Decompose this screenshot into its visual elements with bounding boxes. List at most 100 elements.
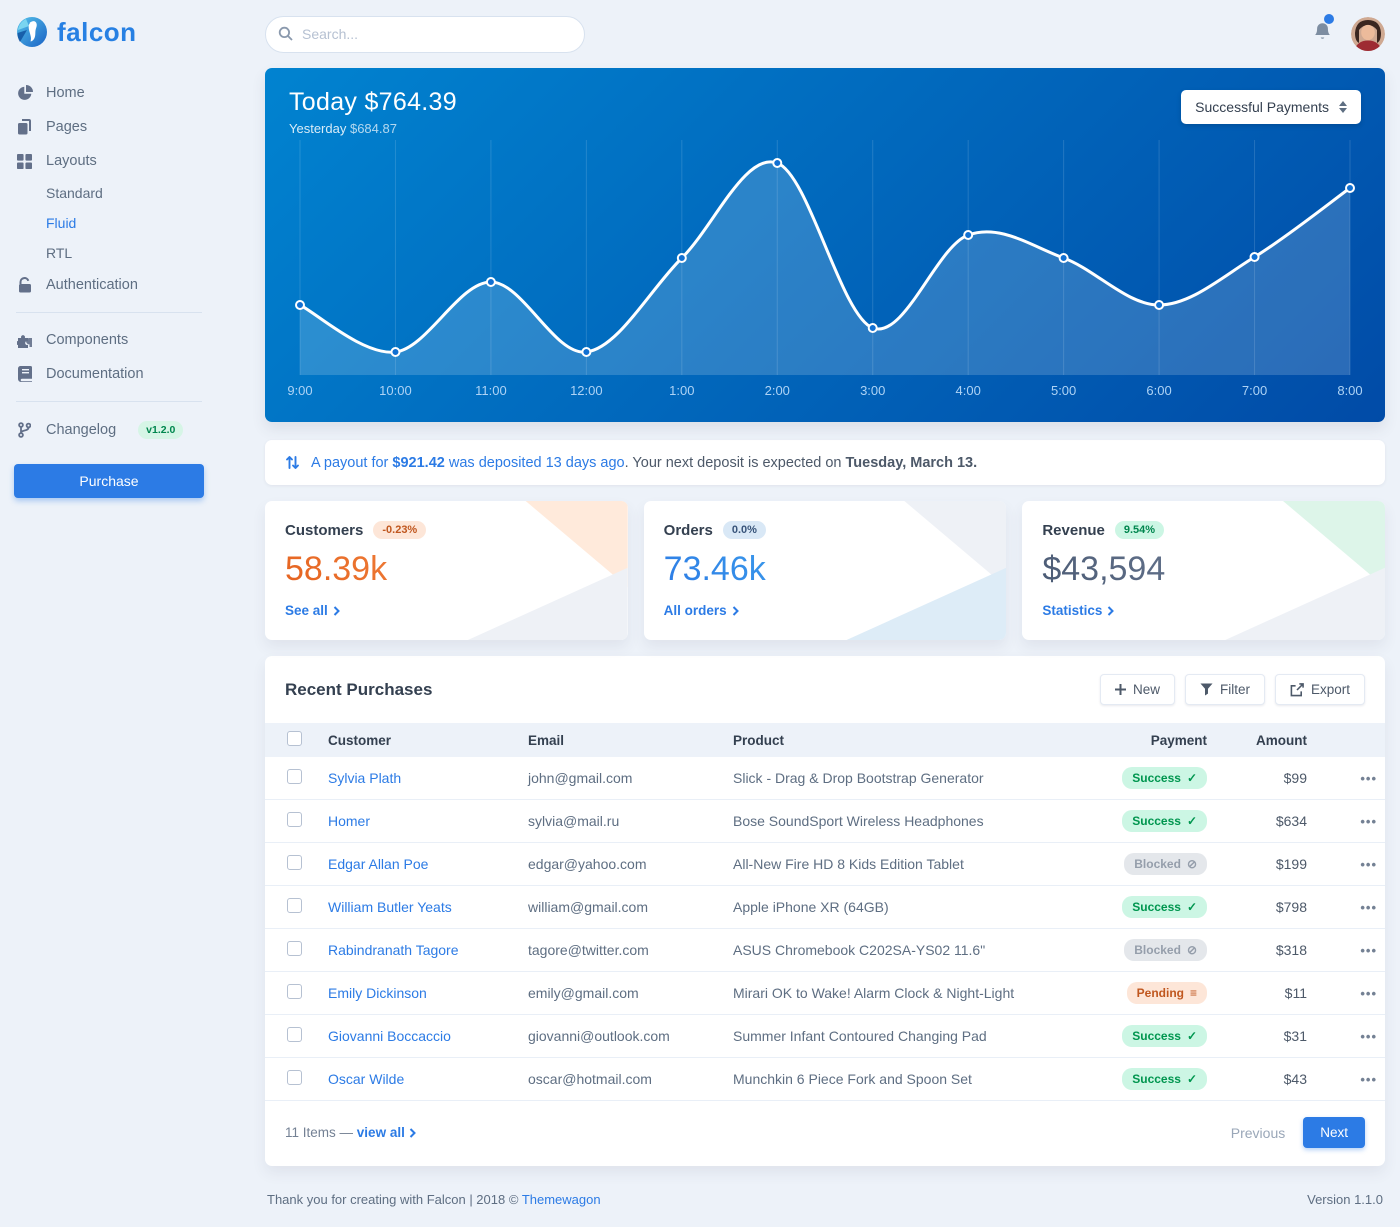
filter-button[interactable]: Filter [1185, 674, 1265, 705]
row-checkbox[interactable] [287, 1070, 302, 1085]
svg-text:6:00: 6:00 [1146, 383, 1171, 398]
sidebar-item-label: Layouts [46, 153, 97, 169]
payments-filter-dropdown[interactable]: Successful Payments [1181, 90, 1361, 124]
sidebar: falcon Home Pages Layouts Standard Fluid… [0, 0, 218, 1189]
themewagon-link[interactable]: Themewagon [522, 1192, 601, 1207]
sidebar-item-pages[interactable]: Pages [14, 110, 204, 144]
row-checkbox[interactable] [287, 984, 302, 999]
customers-card: Customers -0.23% 58.39k See all [265, 501, 628, 640]
chart-header: Today $764.39 Yesterday $684.87 [289, 88, 457, 136]
sidebar-item-documentation[interactable]: Documentation [14, 357, 204, 391]
customer-link[interactable]: Oscar Wilde [328, 1071, 404, 1087]
next-button[interactable]: Next [1303, 1117, 1365, 1148]
row-checkbox[interactable] [287, 1027, 302, 1042]
row-actions-button[interactable]: ••• [1360, 900, 1377, 915]
view-all-link[interactable]: view all [357, 1125, 416, 1140]
copy-icon [16, 119, 33, 135]
row-actions-button[interactable]: ••• [1360, 814, 1377, 829]
sidebar-item-authentication[interactable]: Authentication [14, 268, 204, 302]
amount-cell: $11 [1215, 972, 1315, 1015]
search-icon [278, 26, 293, 46]
chevron-right-icon [732, 606, 739, 616]
all-orders-link[interactable]: All orders [664, 603, 739, 618]
row-actions-button[interactable]: ••• [1360, 771, 1377, 786]
new-button[interactable]: New [1100, 674, 1175, 705]
notification-dot [1324, 14, 1334, 24]
email-cell: tagore@twitter.com [520, 929, 725, 972]
statistics-link[interactable]: Statistics [1042, 603, 1114, 618]
customer-link[interactable]: Giovanni Boccaccio [328, 1028, 451, 1044]
stat-change-badge: 9.54% [1115, 521, 1164, 539]
customer-link[interactable]: Sylvia Plath [328, 770, 401, 786]
customer-link[interactable]: Emily Dickinson [328, 985, 427, 1001]
row-checkbox[interactable] [287, 769, 302, 784]
product-cell: Bose SoundSport Wireless Headphones [725, 800, 1070, 843]
payment-badge: Success✓ [1122, 767, 1207, 789]
puzzle-icon [16, 332, 33, 348]
lock-icon [16, 277, 33, 293]
sidebar-item-standard[interactable]: Standard [14, 178, 204, 208]
brand-logo[interactable]: falcon [16, 16, 204, 48]
row-actions-button[interactable]: ••• [1360, 1029, 1377, 1044]
row-actions-button[interactable]: ••• [1360, 1072, 1377, 1087]
email-cell: edgar@yahoo.com [520, 843, 725, 886]
recent-purchases-card: Recent Purchases New Filter Export [265, 656, 1385, 1166]
previous-button[interactable]: Previous [1231, 1125, 1285, 1141]
column-customer: Customer [320, 723, 520, 757]
sidebar-item-label: Home [46, 85, 85, 101]
sidebar-item-changelog[interactable]: Changelog v1.2.0 [14, 412, 204, 448]
svg-text:3:00: 3:00 [860, 383, 885, 398]
sidebar-item-fluid[interactable]: Fluid [14, 208, 204, 238]
product-cell: Mirari OK to Wake! Alarm Clock & Night-L… [725, 972, 1070, 1015]
sidebar-divider [16, 401, 202, 402]
export-button[interactable]: Export [1275, 674, 1365, 705]
amount-cell: $99 [1215, 757, 1315, 800]
sidebar-divider [16, 312, 202, 313]
table-row: Sylvia Plath john@gmail.com Slick - Drag… [265, 757, 1385, 800]
row-actions-button[interactable]: ••• [1360, 943, 1377, 958]
stat-value: $43,594 [1042, 550, 1365, 589]
see-all-link[interactable]: See all [285, 603, 340, 618]
sidebar-item-rtl[interactable]: RTL [14, 238, 204, 268]
customer-link[interactable]: Homer [328, 813, 370, 829]
table-header-row: Customer Email Product Payment Amount [265, 723, 1385, 757]
notifications-button[interactable] [1312, 21, 1333, 48]
purchase-button[interactable]: Purchase [14, 464, 204, 498]
row-checkbox[interactable] [287, 855, 302, 870]
search-input[interactable] [265, 16, 585, 53]
email-cell: oscar@hotmail.com [520, 1058, 725, 1101]
row-checkbox[interactable] [287, 812, 302, 827]
table-row: Giovanni Boccaccio giovanni@outlook.com … [265, 1015, 1385, 1058]
email-cell: sylvia@mail.ru [520, 800, 725, 843]
amount-cell: $798 [1215, 886, 1315, 929]
search-box [265, 16, 585, 53]
svg-text:5:00: 5:00 [1051, 383, 1076, 398]
row-actions-button[interactable]: ••• [1360, 986, 1377, 1001]
customer-link[interactable]: William Butler Yeats [328, 899, 452, 915]
customer-link[interactable]: Rabindranath Tagore [328, 942, 459, 958]
customer-link[interactable]: Edgar Allan Poe [328, 856, 428, 872]
main-content: 9:0010:0011:0012:001:002:003:004:005:006… [218, 0, 1400, 1227]
table-row: Rabindranath Tagore tagore@twitter.com A… [265, 929, 1385, 972]
amount-cell: $199 [1215, 843, 1315, 886]
product-cell: All-New Fire HD 8 Kids Edition Tablet [725, 843, 1070, 886]
product-cell: Summer Infant Contoured Changing Pad [725, 1015, 1070, 1058]
svg-text:12:00: 12:00 [570, 383, 603, 398]
row-checkbox[interactable] [287, 941, 302, 956]
payment-badge: Success✓ [1122, 1068, 1207, 1090]
sidebar-item-home[interactable]: Home [14, 76, 204, 110]
sidebar-item-layouts[interactable]: Layouts [14, 144, 204, 178]
payout-alert: A payout for $921.42 was deposited 13 da… [265, 440, 1385, 485]
payment-badge: Success✓ [1122, 896, 1207, 918]
table-row: Homer sylvia@mail.ru Bose SoundSport Wir… [265, 800, 1385, 843]
filter-icon [1200, 683, 1213, 696]
footer-version: Version 1.1.0 [1307, 1192, 1383, 1207]
row-checkbox[interactable] [287, 898, 302, 913]
check-icon: ✓ [1187, 771, 1197, 785]
chart-title: Today $764.39 [289, 88, 457, 117]
select-all-checkbox[interactable] [287, 731, 302, 746]
row-actions-button[interactable]: ••• [1360, 857, 1377, 872]
column-amount: Amount [1215, 723, 1315, 757]
avatar[interactable] [1351, 17, 1385, 51]
sidebar-item-components[interactable]: Components [14, 323, 204, 357]
